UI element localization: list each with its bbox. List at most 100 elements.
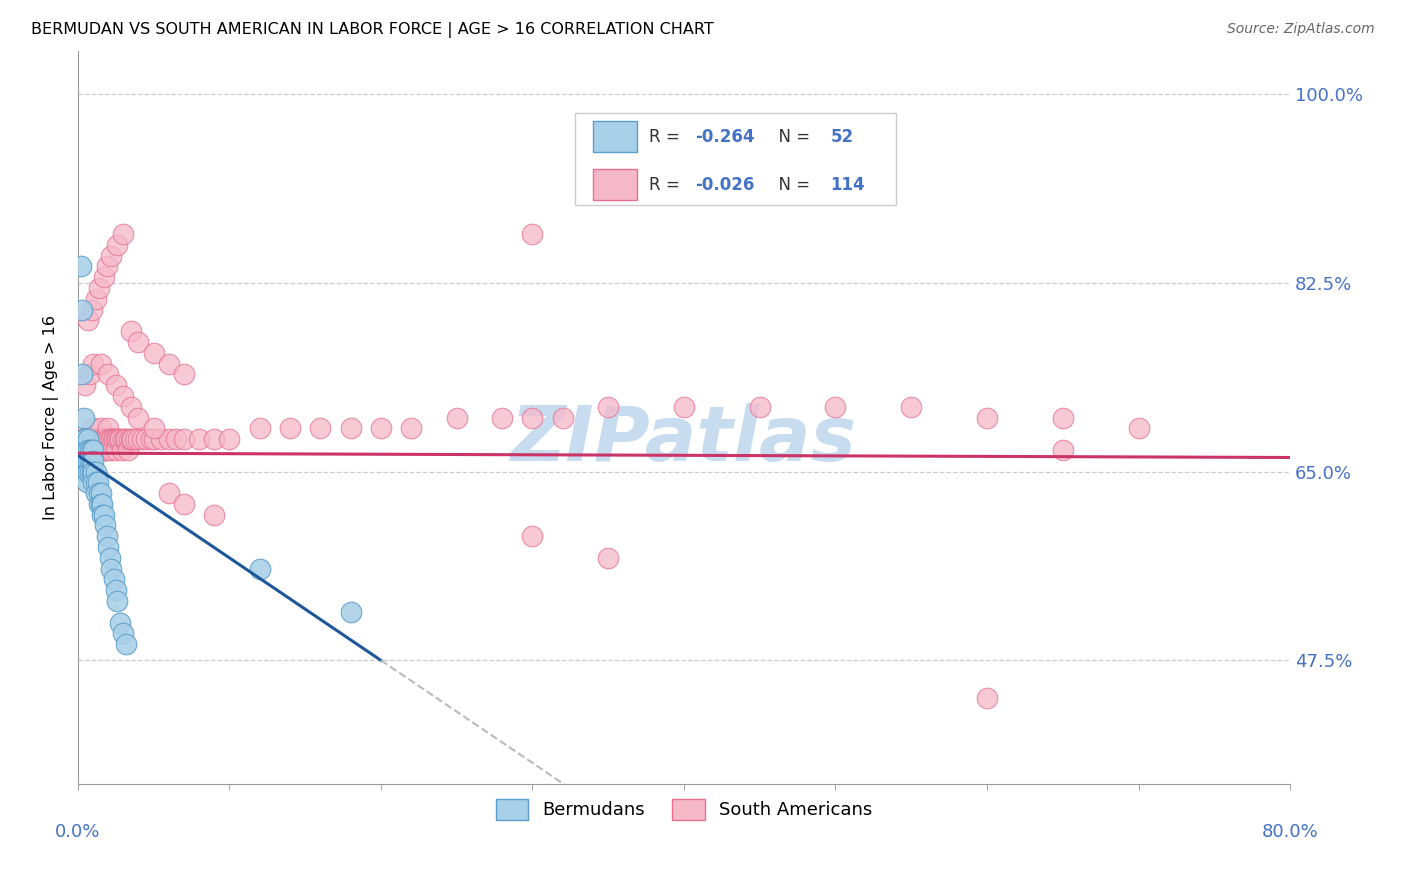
Point: [218, 432, 240, 446]
Point: [90, 432, 112, 446]
Y-axis label: In Labor Force | Age > 16: In Labor Force | Age > 16: [44, 315, 59, 520]
Text: R =: R =: [648, 128, 685, 146]
Point: [76, 475, 98, 490]
Point: [110, 615, 132, 630]
FancyBboxPatch shape: [593, 121, 637, 152]
Point: [79, 442, 101, 457]
Point: [77, 432, 100, 446]
Point: [103, 432, 125, 446]
Point: [112, 227, 135, 241]
Point: [249, 561, 271, 575]
Point: [522, 410, 544, 425]
Point: [80, 442, 103, 457]
Point: [96, 442, 118, 457]
Point: [93, 508, 115, 522]
Point: [522, 529, 544, 543]
Point: [93, 432, 115, 446]
Point: [87, 432, 110, 446]
Point: [101, 432, 124, 446]
FancyBboxPatch shape: [575, 113, 896, 205]
Point: [82, 357, 104, 371]
Point: [339, 421, 361, 435]
Point: [121, 432, 143, 446]
Legend: Bermudans, South Americans: Bermudans, South Americans: [488, 791, 880, 827]
Point: [1128, 421, 1150, 435]
Point: [111, 442, 134, 457]
Point: [100, 561, 122, 575]
Point: [77, 313, 100, 327]
Point: [491, 410, 513, 425]
Point: [76, 442, 98, 457]
Point: [75, 442, 97, 457]
Point: [80, 453, 103, 467]
Point: [104, 378, 127, 392]
Point: [97, 540, 120, 554]
Point: [77, 432, 100, 446]
Point: [80, 432, 103, 446]
Point: [598, 550, 620, 565]
Point: [82, 475, 104, 490]
Point: [86, 475, 108, 490]
Point: [72, 432, 94, 446]
Point: [627, 162, 650, 177]
Point: [93, 270, 115, 285]
Point: [97, 432, 120, 446]
Point: [118, 432, 141, 446]
Point: [598, 400, 620, 414]
Point: [976, 691, 998, 706]
Point: [80, 302, 103, 317]
Point: [824, 400, 846, 414]
Point: [76, 453, 98, 467]
Point: [72, 302, 94, 317]
Point: [96, 260, 118, 274]
Point: [87, 497, 110, 511]
Point: [142, 346, 165, 360]
Point: [112, 432, 135, 446]
Point: [142, 421, 165, 435]
Point: [76, 465, 98, 479]
Point: [80, 465, 103, 479]
Point: [157, 486, 180, 500]
Text: -0.264: -0.264: [695, 128, 755, 146]
FancyBboxPatch shape: [593, 169, 637, 200]
Point: [446, 410, 468, 425]
Point: [80, 442, 103, 457]
Point: [83, 442, 105, 457]
Point: [976, 410, 998, 425]
Point: [399, 421, 422, 435]
Point: [672, 400, 695, 414]
Point: [90, 442, 112, 457]
Point: [748, 400, 770, 414]
Point: [87, 281, 110, 295]
Point: [131, 432, 153, 446]
Point: [87, 486, 110, 500]
Point: [278, 421, 301, 435]
Text: 52: 52: [831, 128, 853, 146]
Point: [100, 249, 122, 263]
Point: [72, 368, 94, 382]
Point: [84, 465, 107, 479]
Point: [91, 508, 114, 522]
Point: [84, 292, 107, 306]
Point: [127, 410, 149, 425]
Point: [79, 442, 101, 457]
Point: [97, 368, 120, 382]
Point: [339, 605, 361, 619]
Point: [188, 432, 211, 446]
Point: [124, 432, 146, 446]
Point: [522, 227, 544, 241]
Text: R =: R =: [648, 176, 685, 194]
Point: [117, 442, 139, 457]
Point: [115, 637, 138, 651]
Point: [110, 432, 132, 446]
Point: [114, 432, 136, 446]
Text: ZIPatlas: ZIPatlas: [510, 402, 856, 476]
Point: [94, 432, 117, 446]
Point: [79, 453, 101, 467]
Point: [96, 529, 118, 543]
Point: [70, 260, 93, 274]
Point: [94, 518, 117, 533]
Text: 80.0%: 80.0%: [1261, 823, 1319, 841]
Point: [96, 432, 118, 446]
Point: [157, 432, 180, 446]
